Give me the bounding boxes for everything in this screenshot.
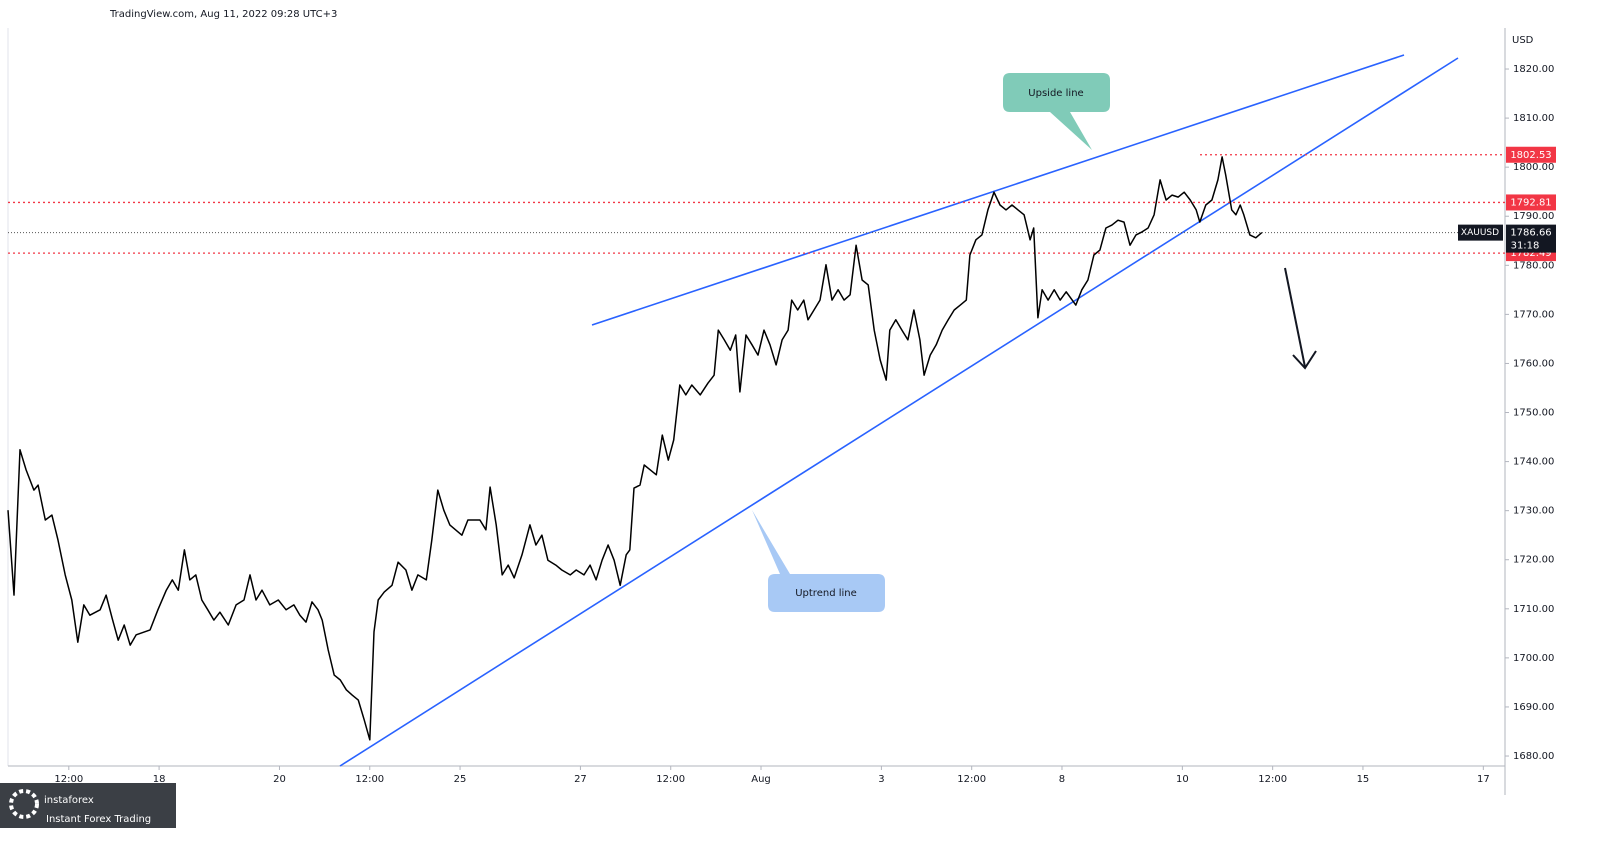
countdown: 31:18 bbox=[1511, 241, 1540, 252]
y-tick-label: 1740.00 bbox=[1513, 457, 1554, 468]
logo-tagline: Instant Forex Trading bbox=[46, 814, 151, 825]
y-tick-label: 1690.00 bbox=[1513, 702, 1554, 713]
uptrend-line bbox=[339, 57, 1459, 767]
x-tick-label: 8 bbox=[1059, 774, 1065, 785]
symbol-label: XAUUSD bbox=[1461, 228, 1499, 238]
symbol-tag bbox=[1458, 224, 1503, 241]
x-tick-label: 12:00 bbox=[1258, 774, 1287, 785]
level-tag bbox=[1506, 146, 1556, 163]
y-tick-label: 1760.00 bbox=[1513, 358, 1554, 369]
y-tick-label: 1720.00 bbox=[1513, 555, 1554, 566]
y-tick-label: 1780.00 bbox=[1513, 260, 1554, 271]
x-tick-label: Aug bbox=[751, 774, 771, 785]
callout-uptrend bbox=[752, 510, 885, 612]
price-label: 1786.66 bbox=[1510, 228, 1551, 239]
level-label: 1782.49 bbox=[1510, 248, 1551, 259]
x-tick-label: 12:00 bbox=[54, 774, 83, 785]
y-tick-label: 1700.00 bbox=[1513, 653, 1554, 664]
y-tick-label: 1790.00 bbox=[1513, 211, 1554, 222]
price-line bbox=[7, 156, 1263, 741]
arrow bbox=[1284, 267, 1306, 368]
y-tick-label: 1730.00 bbox=[1513, 506, 1554, 517]
y-tick-label: 1770.00 bbox=[1513, 309, 1554, 320]
x-tick-label: 17 bbox=[1477, 774, 1490, 785]
y-tick-label: 1680.00 bbox=[1513, 751, 1554, 762]
x-tick-label: 12:00 bbox=[355, 774, 384, 785]
y-tick-label: 1750.00 bbox=[1513, 408, 1554, 419]
logo-name: instaforex bbox=[44, 795, 94, 806]
level-tag bbox=[1506, 194, 1556, 211]
level-label: 1802.53 bbox=[1510, 150, 1551, 161]
upside-line bbox=[591, 54, 1405, 326]
y-tick-label: 1800.00 bbox=[1513, 162, 1554, 173]
currency: USD bbox=[1512, 35, 1534, 46]
x-tick-label: 27 bbox=[574, 774, 587, 785]
annotation: Uptrend line bbox=[795, 588, 857, 599]
y-tick-label: 1820.00 bbox=[1513, 64, 1554, 75]
x-tick-label: 3 bbox=[878, 774, 884, 785]
logo-icon bbox=[9, 789, 39, 819]
annotation: Upside line bbox=[1028, 88, 1083, 99]
y-tick-label: 1710.00 bbox=[1513, 604, 1554, 615]
y-tick-label: 1810.00 bbox=[1513, 113, 1554, 124]
x-tick-label: 25 bbox=[454, 774, 467, 785]
x-tick-label: 10 bbox=[1176, 774, 1189, 785]
arrow-head bbox=[1292, 350, 1317, 370]
x-tick-label: 20 bbox=[273, 774, 286, 785]
level-label: 1792.81 bbox=[1510, 197, 1551, 208]
x-tick-label: 15 bbox=[1357, 774, 1370, 785]
header: TradingView.com, Aug 11, 2022 09:28 UTC+… bbox=[109, 9, 337, 20]
callout-upside bbox=[1003, 73, 1110, 150]
x-tick-label: 18 bbox=[153, 774, 166, 785]
x-tick-label: 12:00 bbox=[957, 774, 986, 785]
x-tick-label: 12:00 bbox=[656, 774, 685, 785]
price-tag bbox=[1506, 224, 1556, 253]
